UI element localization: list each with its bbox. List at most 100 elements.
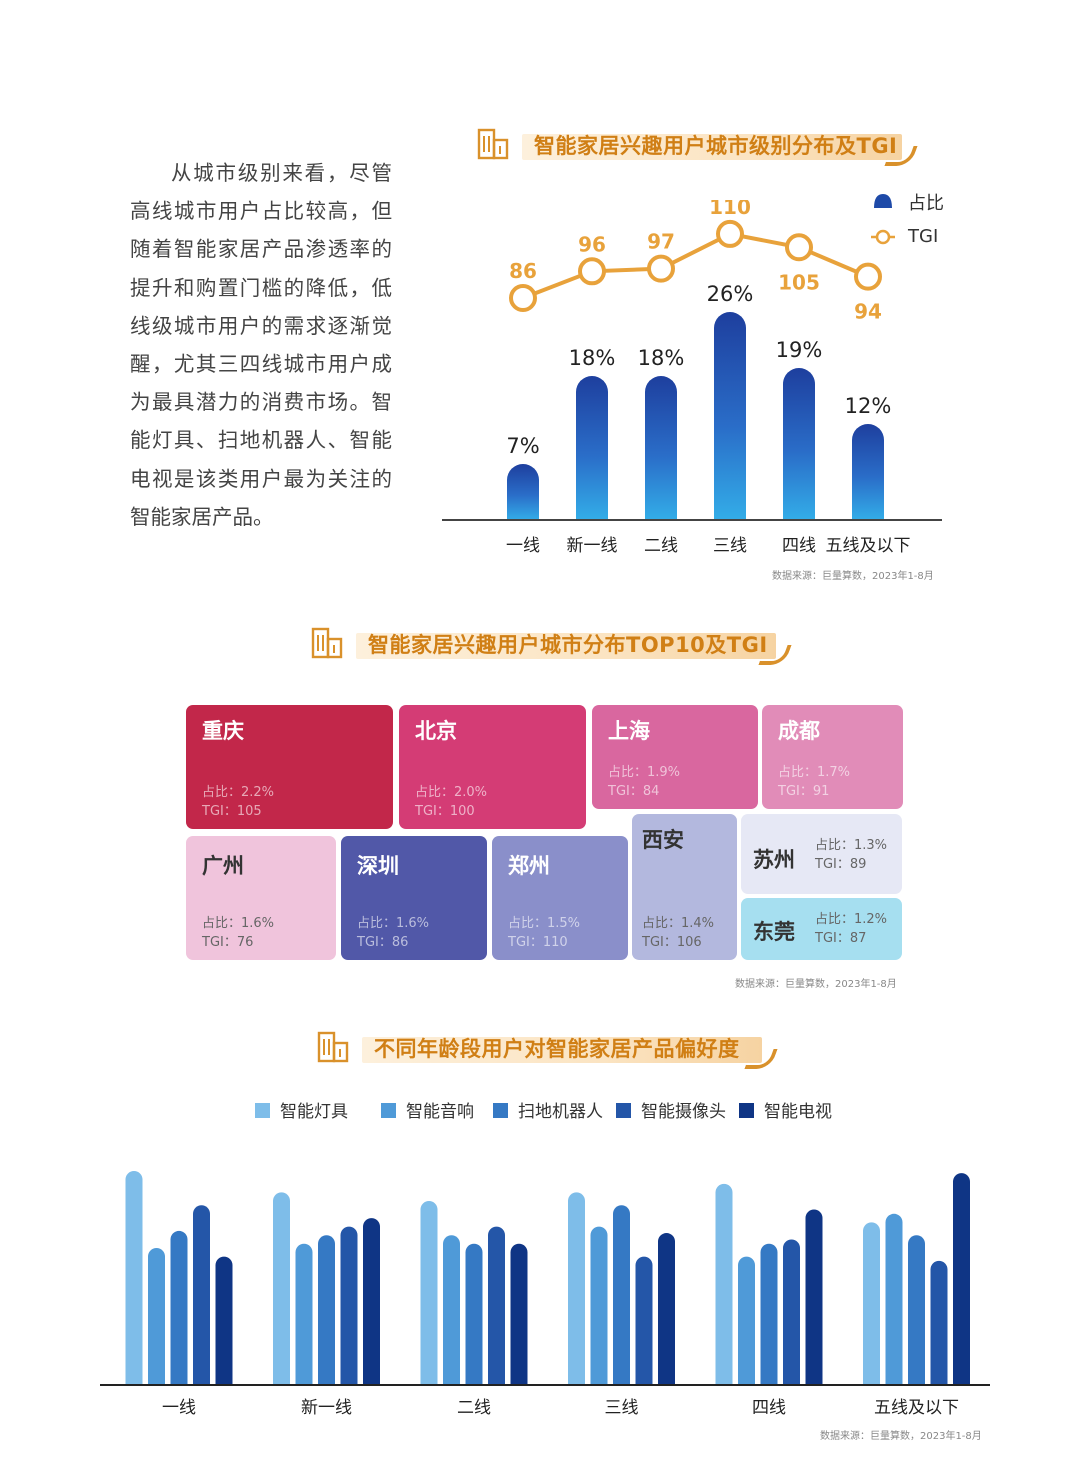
- bar-share-4: [783, 368, 815, 520]
- bar-2-4: [510, 1243, 528, 1385]
- treemap-tile-zhengzhou: 郑州 占比：1.5% TGI：110: [492, 836, 628, 960]
- tgi-label-5: 94: [854, 300, 882, 324]
- chart2-source: 数据来源：巨量算数，2023年1-8月: [735, 979, 897, 990]
- bar-label-3: 26%: [707, 282, 754, 306]
- tile-meta: 占比：1.6% TGI：86: [357, 916, 430, 950]
- bar-5-3: [930, 1260, 948, 1385]
- bar-4-2: [760, 1243, 778, 1385]
- tile-city: 郑州: [508, 854, 550, 878]
- tgi-label-3: 110: [709, 200, 751, 219]
- treemap-tile-shenzhen: 深圳 占比：1.6% TGI：86: [341, 836, 487, 960]
- chart1-city-tier: 86 96 97 110 105 94 7% 一线 18% 新一线 18% 二线 26% 三线 19% 四线…: [442, 200, 942, 556]
- tile-meta: 占比：1.7% TGI：91: [778, 765, 851, 799]
- tile-meta: 占比：2.0% TGI：100: [415, 785, 488, 819]
- tile-city: 广州: [202, 854, 244, 878]
- chart2-header: 智能家居兴趣用户城市分布TOP10及TGI: [311, 625, 776, 665]
- chart3-title: 不同年龄段用户对智能家居产品偏好度: [374, 1037, 740, 1061]
- x-tick-3: 三线: [713, 536, 747, 556]
- bar-0-3: [193, 1205, 210, 1385]
- x-tick-1: 新一线: [567, 536, 618, 556]
- bar-1-3: [340, 1226, 358, 1385]
- x-tick-4: 四线: [752, 1398, 786, 1418]
- bar-3-2: [613, 1205, 630, 1385]
- bar-4-1: [738, 1256, 755, 1385]
- building-icon: [477, 128, 509, 160]
- tile-city: 上海: [608, 719, 650, 743]
- chart3-header: 不同年龄段用户对智能家居产品偏好度: [317, 1029, 762, 1069]
- bar-share-0: [507, 464, 539, 520]
- chart3-legend-item: 智能摄像头: [616, 1097, 726, 1122]
- chart3-source: 数据来源：巨量算数，2023年1-8月: [820, 1431, 982, 1442]
- bar-4-4: [805, 1209, 823, 1385]
- bar-share-1: [576, 376, 608, 520]
- bar-5-1: [885, 1213, 903, 1385]
- building-icon: [317, 1031, 349, 1063]
- bar-0-2: [170, 1230, 188, 1385]
- bar-2-0: [420, 1200, 438, 1385]
- treemap-tile-shanghai: 上海 占比：1.9% TGI：84: [592, 705, 758, 809]
- x-tick-4: 四线: [782, 536, 816, 556]
- chart1-legend-tgi: TGI: [908, 226, 939, 247]
- chart3-legend-item: 智能电视: [739, 1097, 832, 1122]
- tile-city: 东莞: [753, 920, 795, 944]
- tile-meta: 占比：1.5% TGI：110: [508, 916, 581, 950]
- tgi-point-5: [854, 262, 882, 291]
- chart1-legend-icons: [871, 194, 895, 245]
- tgi-point-4: [785, 233, 813, 262]
- bar-1-1: [295, 1243, 313, 1385]
- bar-3-0: [568, 1192, 585, 1385]
- tile-city: 西安: [642, 828, 684, 852]
- tile-city: 成都: [778, 719, 820, 743]
- x-tick-5: 五线及以下: [874, 1398, 959, 1418]
- treemap-tile-guangzhou: 广州 占比：1.6% TGI：76: [186, 836, 336, 960]
- bar-0-0: [125, 1171, 143, 1385]
- tile-city: 深圳: [357, 854, 399, 878]
- bar-1-2: [318, 1235, 335, 1385]
- treemap-tile-chongqing: 重庆 占比：2.2% TGI：105: [186, 705, 393, 829]
- bar-5-0: [863, 1222, 880, 1385]
- bar-share-2: [645, 376, 677, 520]
- tile-city: 北京: [415, 719, 457, 743]
- bar-1-4: [363, 1218, 380, 1385]
- x-tick-2: 二线: [457, 1398, 491, 1418]
- tile-city: 重庆: [202, 719, 244, 743]
- treemap-tile-beijing: 北京 占比：2.0% TGI：100: [399, 705, 586, 829]
- tile-meta: 占比：1.2% TGI：87: [815, 912, 888, 946]
- bar-5-2: [908, 1235, 925, 1385]
- chart3-age-preference: 一线 新一线 二线 三线 四线 五线及以下: [100, 1171, 990, 1418]
- bar-0-1: [148, 1248, 165, 1385]
- treemap-tile-suzhou: 苏州 占比：1.3% TGI：89: [741, 814, 902, 894]
- tile-meta: 占比：1.6% TGI：76: [202, 916, 275, 950]
- bar-2-3: [488, 1226, 505, 1385]
- tile-meta: 占比：1.3% TGI：89: [815, 838, 888, 872]
- building-icon: [311, 627, 343, 659]
- x-tick-1: 新一线: [301, 1398, 352, 1418]
- x-tick-5: 五线及以下: [826, 536, 911, 556]
- tile-meta: 占比：1.4% TGI：106: [642, 916, 715, 950]
- x-tick-0: 一线: [162, 1398, 196, 1418]
- intro-paragraph: 从城市级别来看，尽管高线城市用户占比较高，但随着智能家居产品渗透率的提升和购置门…: [130, 161, 392, 529]
- tile-city: 苏州: [753, 848, 795, 872]
- tgi-label-1: 96: [578, 232, 606, 256]
- chart3-legend-item: 扫地机器人: [493, 1097, 603, 1122]
- bar-3-1: [590, 1226, 608, 1385]
- bar-1-0: [273, 1192, 290, 1385]
- x-tick-3: 三线: [605, 1398, 639, 1418]
- bar-share-3: [714, 312, 746, 520]
- bar-label-5: 12%: [845, 394, 892, 418]
- bar-label-2: 18%: [638, 346, 685, 370]
- bar-share-5: [852, 424, 884, 520]
- chart2-title: 智能家居兴趣用户城市分布TOP10及TGI: [368, 633, 768, 657]
- chart3-legend-item: 智能音响: [381, 1097, 474, 1122]
- chart1-legend-share: 占比: [908, 193, 944, 214]
- tgi-point-3: [716, 219, 744, 248]
- x-tick-0: 一线: [506, 536, 540, 556]
- chart1-header: 智能家居兴趣用户城市级别分布及TGI: [477, 126, 902, 166]
- tgi-label-0: 86: [509, 259, 537, 283]
- chart3-legend-item: 智能灯具: [255, 1097, 348, 1122]
- treemap-tile-dongguan: 东莞 占比：1.2% TGI：87: [741, 898, 902, 960]
- tgi-point-1: [578, 257, 606, 286]
- treemap-tile-chengdu: 成都 占比：1.7% TGI：91: [762, 705, 903, 809]
- tgi-point-2: [647, 254, 675, 283]
- x-tick-2: 二线: [644, 536, 678, 556]
